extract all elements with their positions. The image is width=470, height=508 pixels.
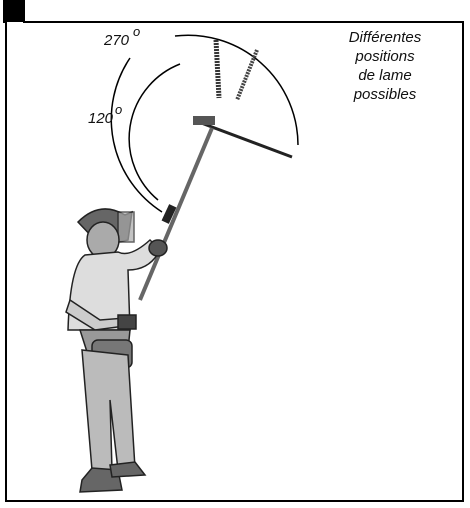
corner-block <box>4 0 24 22</box>
caption-line: de lame <box>358 67 411 84</box>
angle-label: 120o <box>88 102 122 127</box>
angle-label: 270o <box>103 24 140 49</box>
caption-line: positions <box>354 48 415 65</box>
blade-horizontal <box>195 119 293 159</box>
pole <box>138 127 214 301</box>
angle-degree: o <box>133 24 140 39</box>
outer-arc-left <box>110 57 163 213</box>
angle-value: 120 <box>88 110 114 127</box>
blade-head <box>193 116 215 125</box>
caption-line: Différentes <box>349 29 422 46</box>
outer-arc-right <box>174 34 299 146</box>
pole-grip <box>161 204 177 224</box>
inner-arc <box>128 63 181 201</box>
blade-vertical <box>213 39 222 99</box>
caption: Différentes positions de lame possibles <box>349 29 422 103</box>
caption-line: possibles <box>353 86 417 103</box>
angle-value: 270 <box>103 32 130 49</box>
angle-degree: o <box>115 102 122 117</box>
operator <box>65 208 168 493</box>
